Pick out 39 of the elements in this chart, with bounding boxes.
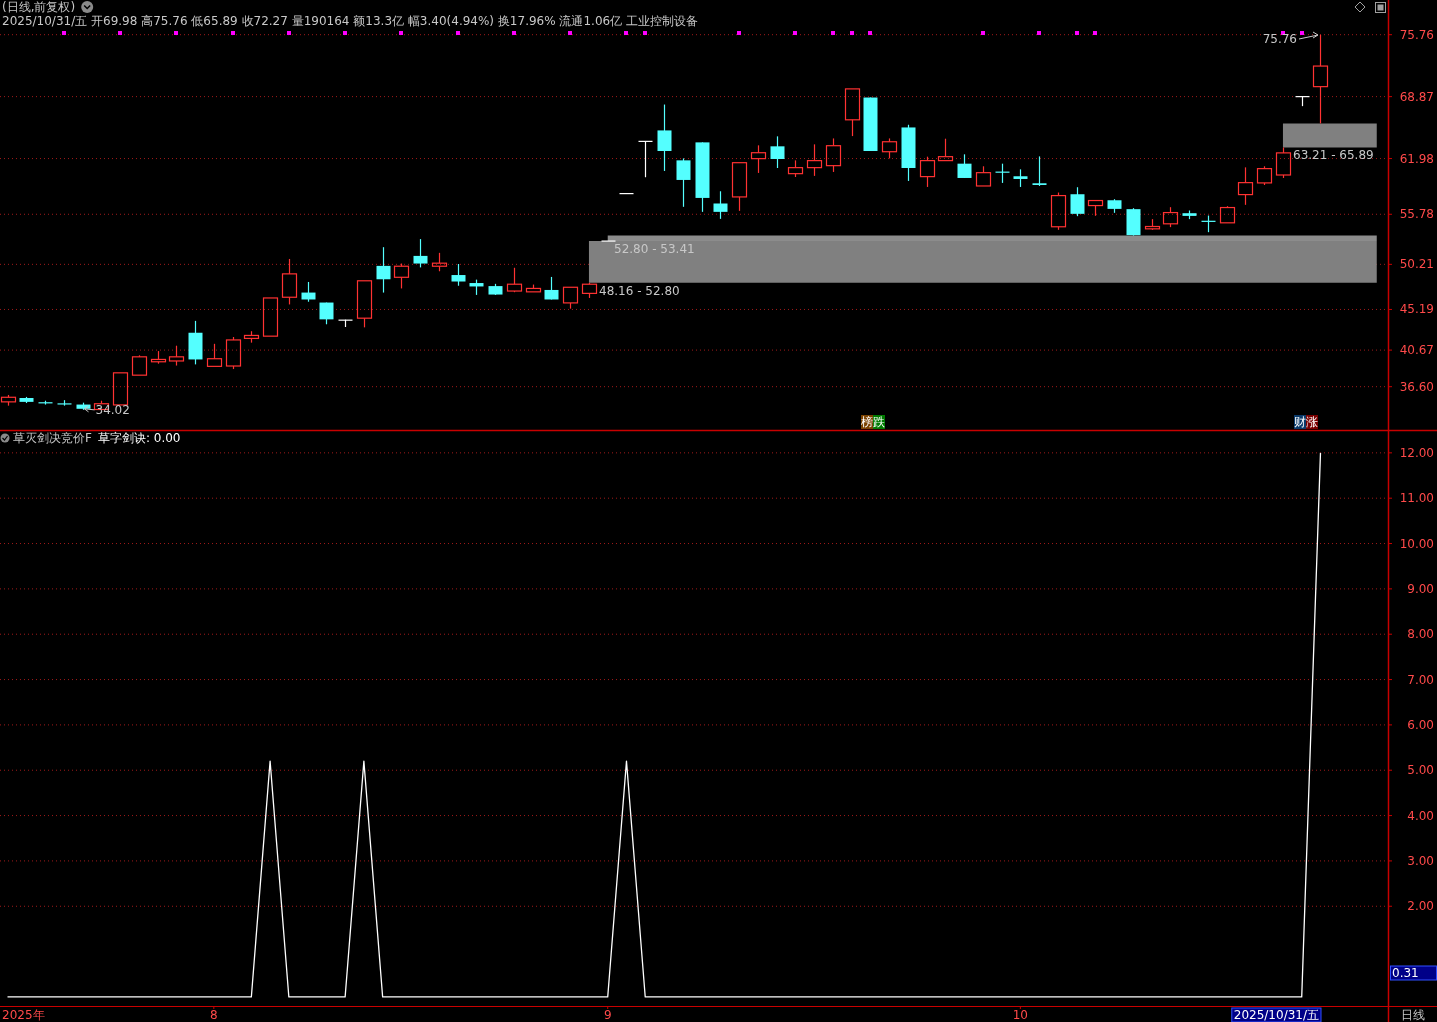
y-tick-label: 45.19 [1399, 302, 1434, 317]
x-tick-label: 9 [603, 1008, 612, 1022]
note: 榜跌 [861, 415, 885, 429]
y-tick-label: 5.00 [1407, 763, 1434, 778]
annotation: 34.02 [95, 402, 130, 417]
title: (日线,前复权) [2, 0, 76, 14]
y-tick-label: 11.00 [1399, 491, 1434, 506]
note: 34.02 [84, 402, 130, 417]
y-tick-label: 7.00 [1407, 672, 1434, 687]
note: 63.21 - 65.89 [1293, 148, 1374, 162]
y-tick-label: 9.00 [1407, 581, 1434, 596]
note: 日线 [1401, 1008, 1425, 1022]
y-tick-label: 4.00 [1407, 808, 1434, 823]
legend: 草字剑诀: 0.00 [97, 431, 181, 445]
note: 2025/10/31/五 [1231, 1007, 1322, 1022]
x-tick-label: 8 [210, 1008, 218, 1022]
y-tick-label: 68.87 [1399, 89, 1434, 104]
note: 52.80 - 53.41 [614, 242, 695, 256]
y-tick-label: 8.00 [1407, 627, 1434, 642]
annotation: 75.76 [1262, 32, 1297, 46]
y-tick-label: 12.00 [1399, 445, 1434, 460]
note: 2025年 [2, 1008, 45, 1022]
y-tick-label: 40.67 [1399, 343, 1434, 358]
y-tick-label: 10.00 [1399, 536, 1434, 551]
title: 草灭剑决竞价F [13, 431, 92, 445]
y-tick-label: 75.76 [1399, 27, 1434, 42]
note: 财涨 [1294, 415, 1318, 429]
y-tick-label: 2.00 [1407, 899, 1434, 914]
note: 0.31 [1390, 965, 1437, 981]
y-tick-label: 61.98 [1399, 151, 1434, 166]
y-tick-label: 36.60 [1399, 379, 1434, 394]
subtitle: 2025/10/31/五 开69.98 高75.76 低65.89 收72.27 量190164 额13.3亿 幅3.40(4.94%) 换17.96% 流通1.06亿 工业控制设备 [2, 14, 698, 28]
note: 75.76 [1262, 31, 1319, 46]
x-tick-label: 10 [1012, 1008, 1029, 1022]
y-tick-label: 55.78 [1399, 207, 1434, 222]
note: 48.16 - 52.80 [599, 284, 680, 298]
y-tick-label: 3.00 [1407, 853, 1434, 868]
y-tick-label: 6.00 [1407, 717, 1434, 732]
y-tick-label: 50.21 [1399, 257, 1434, 272]
